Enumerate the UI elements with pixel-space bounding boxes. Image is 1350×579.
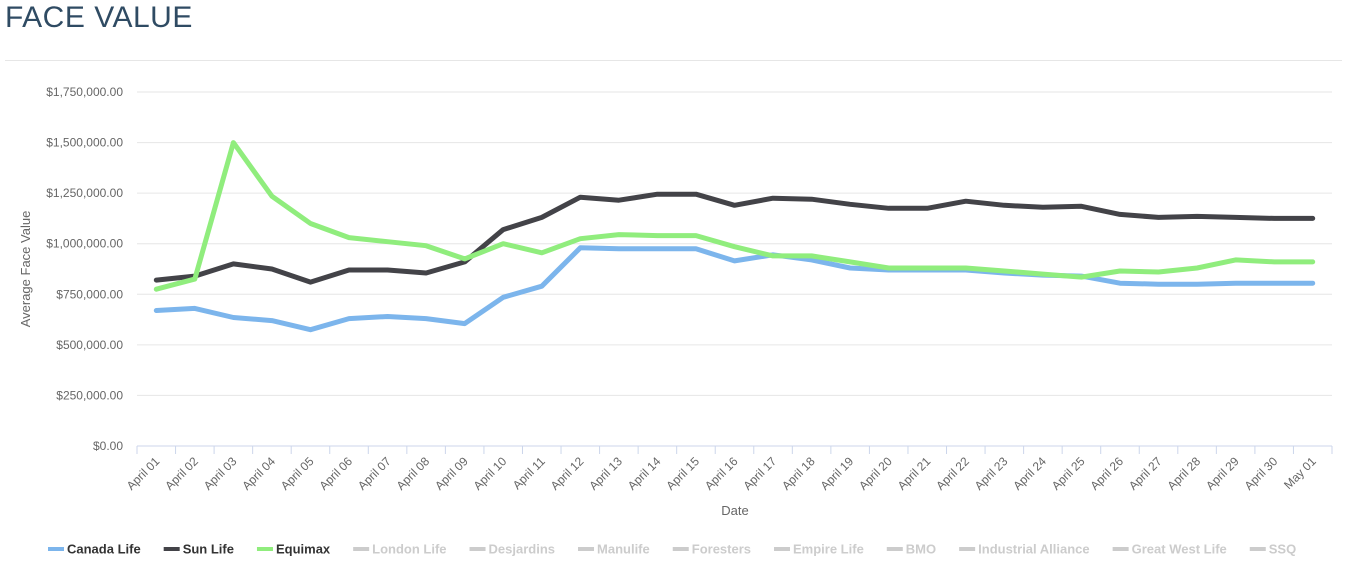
legend-swatch [886,547,903,551]
series-line-sun-life[interactable] [153,191,1316,285]
legend-swatch [672,547,689,551]
legend-label: Desjardins [489,542,555,557]
x-tick-label: April 03 [201,454,240,493]
y-tick-label: $1,000,000.00 [46,237,123,251]
legend-item-foresters[interactable]: Foresters [672,542,751,557]
x-tick-label: April 05 [278,454,317,493]
x-tick-label: April 22 [933,454,972,493]
legend-swatch [1249,547,1266,551]
legend-item-sun-life[interactable]: Sun Life [163,542,234,557]
series-line-equimax[interactable] [153,140,1316,292]
y-tick-label: $1,250,000.00 [46,186,123,200]
legend-swatch [469,547,486,551]
title-divider [5,60,1342,61]
x-tick-label: April 01 [124,454,163,493]
x-tick-label: April 23 [972,454,1011,493]
legend-item-desjardins[interactable]: Desjardins [469,542,555,557]
page-title: FACE VALUE [5,1,193,34]
y-tick-label: $500,000.00 [56,338,123,352]
legend-swatch [353,547,370,551]
x-tick-label: April 02 [162,454,201,493]
x-tick-label: April 13 [586,454,625,493]
legend-item-london-life[interactable]: London Life [353,542,447,557]
y-axis-title: Average Face Value [18,211,33,328]
legend-swatch [163,547,180,551]
legend-label: Equimax [276,542,331,557]
x-tick-label: April 18 [779,454,818,493]
x-tick-label: April 27 [1126,454,1165,493]
legend: Canada Life Sun Life Equimax London Life Des… [48,542,1296,557]
legend-swatch [256,547,273,551]
legend-item-empire-life[interactable]: Empire Life [774,542,864,557]
legend-item-great-west-life[interactable]: Great West Life [1112,542,1227,557]
x-tick-label: April 09 [432,454,471,493]
x-axis: April 01 April 02 April 03 April 04 April 05… [124,446,1333,493]
x-tick-label: April 14 [625,454,664,493]
series-lines [153,140,1316,333]
legend-label: Industrial Alliance [978,542,1090,557]
x-tick-label: April 30 [1242,454,1281,493]
x-tick-label: April 20 [856,454,895,493]
legend-swatch [774,547,790,551]
legend-label: SSQ [1269,542,1296,557]
series-line-canada-life[interactable] [153,245,1316,333]
legend-label: Manulife [597,542,650,557]
legend-label: Foresters [692,542,751,557]
x-tick-label: April 10 [471,454,510,493]
legend-swatch [1112,547,1129,551]
legend-item-equimax[interactable]: Equimax [256,542,331,557]
x-tick-label: April 21 [895,454,934,493]
legend-label: Sun Life [183,542,234,557]
y-tick-label: $250,000.00 [56,388,123,402]
legend-swatch [959,547,976,551]
y-tick-label: $1,750,000.00 [46,85,123,99]
legend-label: London Life [372,542,446,557]
x-tick-label: April 29 [1203,454,1242,493]
x-tick-label: April 25 [1049,454,1088,493]
x-axis-title: Date [721,503,748,518]
x-tick-label: April 16 [702,454,741,493]
y-tick-label: $750,000.00 [56,287,123,301]
y-tick-label: $1,500,000.00 [46,136,123,150]
legend-label: BMO [906,542,936,557]
legend-swatch [578,547,595,551]
x-tick-label: April 11 [510,454,548,492]
legend-item-manulife[interactable]: Manulife [578,542,650,557]
y-tick-label: $0.00 [93,439,123,453]
x-tick-label: April 06 [316,454,355,493]
x-tick-label: April 17 [740,454,779,493]
x-tick-label: April 19 [818,454,857,493]
legend-label: Empire Life [793,542,864,557]
x-tick-label: April 07 [355,454,394,493]
x-tick-label: May 01 [1281,454,1319,492]
legend-swatch [48,547,64,551]
legend-item-industrial-alliance[interactable]: Industrial Alliance [959,542,1090,557]
legend-label: Canada Life [67,542,141,557]
legend-item-canada-life[interactable]: Canada Life [48,542,141,557]
legend-item-ssq[interactable]: SSQ [1249,542,1296,557]
x-tick-label: April 24 [1010,454,1049,493]
y-axis: $0.00 $250,000.00 $500,000.00 $750,000.00 $1… [46,85,123,453]
x-tick-label: April 28 [1165,454,1204,493]
legend-label: Great West Life [1132,542,1227,557]
grid-lines [137,91,1332,447]
x-tick-label: April 08 [394,454,433,493]
x-tick-label: April 26 [1087,454,1126,493]
x-tick-label: April 15 [663,454,702,493]
x-tick-label: April 12 [548,454,587,493]
legend-item-bmo[interactable]: BMO [886,542,936,557]
x-tick-label: April 04 [239,454,278,493]
